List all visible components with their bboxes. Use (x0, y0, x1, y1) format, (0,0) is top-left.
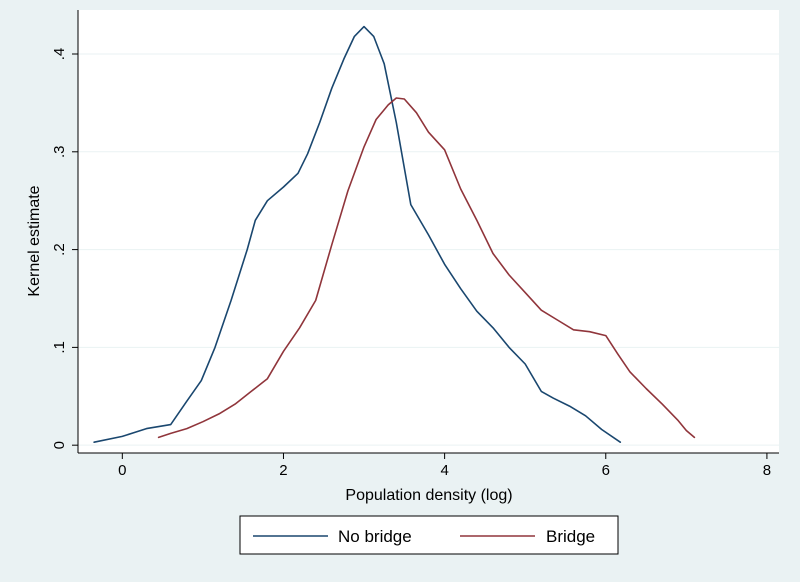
legend: No bridge Bridge (239, 515, 619, 555)
legend-label-no-bridge: No bridge (338, 527, 412, 546)
grid (78, 53, 779, 446)
x-tick-label: 8 (763, 462, 771, 479)
legend-label-bridge: Bridge (546, 527, 595, 546)
series-group (93, 25, 696, 444)
y-tick-label: .2 (51, 243, 68, 256)
x-axis-title: Population density (log) (345, 487, 512, 504)
x-tick-label: 2 (279, 462, 287, 479)
y-tick-label: .1 (51, 341, 68, 354)
x-tick-label: 6 (602, 462, 610, 479)
x-tick-label: 0 (118, 462, 126, 479)
y-tick-label: 0 (51, 441, 68, 449)
y-tick-label: .4 (51, 48, 68, 61)
axes (77, 10, 779, 454)
plot-area (78, 10, 779, 453)
series-line-bridge (157, 97, 696, 439)
x-tick-label: 4 (440, 462, 448, 479)
legend-box (239, 515, 619, 555)
ticks: 0 .1 .2 .3 .4 0 2 4 6 8 (51, 48, 771, 479)
y-tick-label: .3 (51, 146, 68, 159)
y-axis-title: Kernel estimate (26, 185, 43, 296)
series-line-no-bridge (93, 25, 622, 444)
